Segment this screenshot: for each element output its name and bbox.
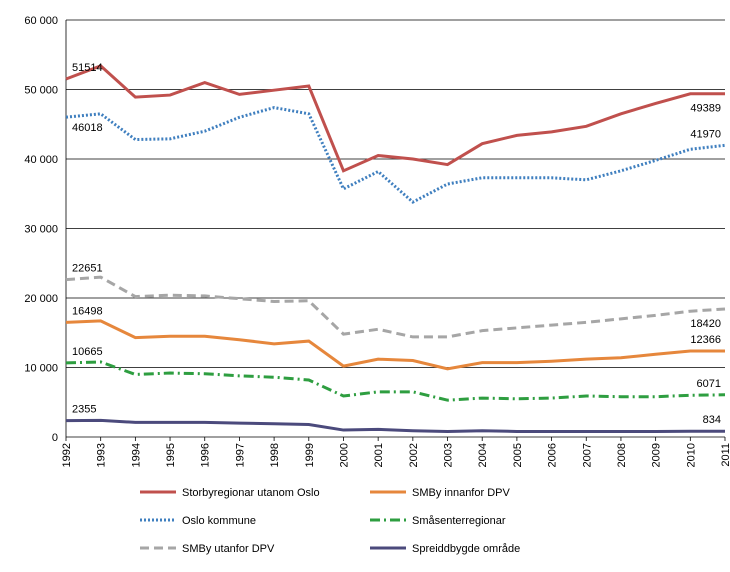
x-tick-label: 1992 — [61, 443, 73, 467]
x-tick-label: 2000 — [338, 443, 350, 467]
data-label: 22651 — [72, 263, 103, 275]
data-label: 6071 — [697, 378, 721, 390]
x-tick-label: 1994 — [130, 443, 142, 467]
legend-label: SMBy utanfor DPV — [182, 543, 275, 555]
x-tick-label: 2011 — [720, 443, 730, 467]
x-tick-label: 2007 — [581, 443, 593, 467]
data-label: 834 — [703, 414, 721, 426]
legend-label: Oslo kommune — [182, 515, 256, 527]
x-tick-label: 1993 — [96, 443, 108, 467]
series-line — [65, 319, 725, 371]
series-line — [65, 275, 726, 339]
x-tick-label: 1996 — [200, 443, 212, 467]
x-tick-label: 1997 — [234, 443, 246, 467]
y-tick-label: 0 — [52, 432, 58, 444]
x-tick-label: 2003 — [443, 443, 455, 467]
x-tick-label: 2010 — [685, 443, 697, 467]
x-tick-label: 2001 — [373, 443, 385, 467]
series-line — [65, 64, 725, 173]
series-line — [65, 106, 726, 204]
data-label: 10665 — [72, 346, 103, 358]
y-tick-label: 10 000 — [24, 363, 58, 375]
data-label: 2355 — [72, 404, 96, 416]
data-label: 16498 — [72, 305, 103, 317]
x-tick-label: 1998 — [269, 443, 281, 467]
x-tick-label: 2005 — [512, 443, 524, 467]
legend-label: Småsenterregionar — [412, 515, 506, 527]
y-tick-label: 30 000 — [24, 224, 58, 236]
data-label: 18420 — [690, 318, 721, 330]
data-label: 49389 — [690, 103, 721, 115]
y-tick-label: 20 000 — [24, 293, 58, 305]
x-tick-label: 2002 — [408, 443, 420, 467]
legend-label: SMBy innanfor DPV — [412, 487, 510, 499]
legend-label: Spreiddbygde område — [412, 543, 520, 555]
x-tick-label: 1999 — [304, 443, 316, 467]
data-label: 46018 — [72, 122, 103, 134]
x-tick-label: 2009 — [651, 443, 663, 467]
legend-label: Storbyregionar utanom Oslo — [182, 487, 320, 499]
x-tick-label: 2006 — [547, 443, 559, 467]
y-tick-label: 40 000 — [24, 154, 58, 166]
y-tick-label: 50 000 — [24, 85, 58, 97]
x-tick-label: 2004 — [477, 443, 489, 467]
data-label: 41970 — [690, 128, 721, 140]
series-line — [65, 418, 725, 433]
x-tick-label: 1995 — [165, 443, 177, 467]
x-tick-label: 2008 — [616, 443, 628, 467]
y-tick-label: 60 000 — [24, 15, 58, 27]
series-line — [65, 360, 726, 402]
data-label: 12366 — [690, 334, 721, 346]
data-label: 51514 — [72, 62, 103, 74]
